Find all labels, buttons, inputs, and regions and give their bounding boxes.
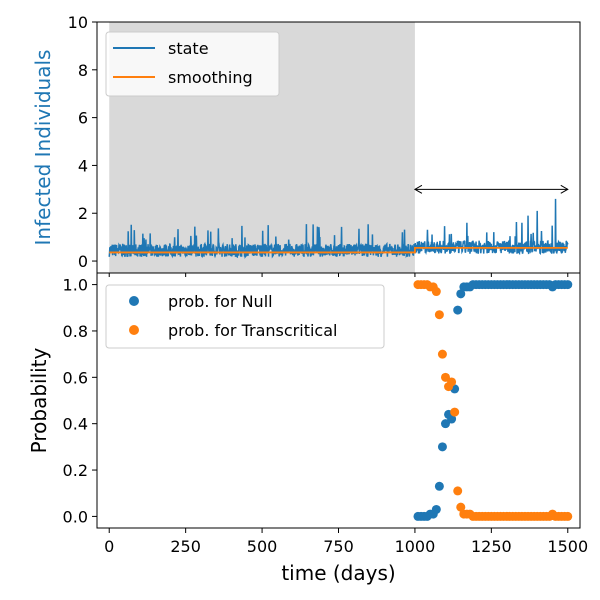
top-y-ticks: 0 2 4 6 8 10 <box>68 13 97 271</box>
legend-box <box>105 284 385 349</box>
point-prob-for-transcritical <box>453 486 463 496</box>
y-tick-label: 6 <box>78 109 88 128</box>
bottom-y-axis-label: Probability <box>27 347 51 453</box>
y-tick-label: 0.4 <box>63 415 88 434</box>
point-prob-for-null <box>437 442 447 452</box>
x-tick-label: 0 <box>104 537 114 556</box>
x-tick-label: 500 <box>247 537 278 556</box>
bottom-x-ticks: 0 250 500 750 1000 1250 1500 <box>104 528 588 556</box>
x-axis-label: time (days) <box>281 561 395 585</box>
state-line <box>108 198 569 259</box>
y-tick-label: 2 <box>78 204 88 223</box>
point-prob-for-transcritical <box>434 310 444 320</box>
point-prob-for-null <box>456 289 466 299</box>
bottom-y-ticks: 0.0 0.2 0.4 0.6 0.8 1.0 <box>63 276 97 526</box>
y-tick-label: 0.2 <box>63 461 88 480</box>
point-prob-for-transcritical <box>431 287 441 297</box>
smoothing-line <box>109 247 568 254</box>
bottom-scatter-points <box>413 280 573 521</box>
point-prob-for-transcritical <box>450 407 460 417</box>
x-tick-label: 250 <box>170 537 201 556</box>
y-tick-label: 0.0 <box>63 507 88 526</box>
point-prob-for-transcritical <box>456 502 466 512</box>
legend-swatch <box>129 325 139 335</box>
y-tick-label: 8 <box>78 61 88 80</box>
y-tick-label: 0.6 <box>63 368 88 387</box>
top-y-axis-label: Infected Individuals <box>31 50 55 246</box>
arrow-head-right <box>560 184 569 194</box>
legend-label-state: state <box>168 39 209 58</box>
x-tick-label: 1250 <box>471 537 512 556</box>
legend-label-smoothing: smoothing <box>168 68 253 87</box>
bottom-axes-frame <box>96 272 581 529</box>
y-tick-label: 4 <box>78 156 88 175</box>
point-prob-for-null <box>447 414 457 424</box>
point-prob-for-transcritical <box>437 349 447 359</box>
point-prob-for-transcritical <box>440 372 450 382</box>
y-tick-label: 0 <box>78 252 88 271</box>
point-prob-for-null <box>563 280 573 290</box>
point-prob-for-null <box>440 419 450 429</box>
point-prob-for-transcritical <box>563 511 573 521</box>
x-tick-label: 1500 <box>547 537 588 556</box>
bottom-panel: 0.0 0.2 0.4 0.6 0.8 1.0 0 250 500 750 1000 1250 150… <box>27 272 588 585</box>
top-panel: 0 2 4 6 8 10 Infected Individuals state smooth… <box>31 13 581 277</box>
point-prob-for-null <box>434 481 444 491</box>
point-prob-for-transcritical <box>447 377 457 387</box>
interval-arrow <box>413 184 569 194</box>
y-tick-label: 10 <box>68 13 88 32</box>
top-x-ticks <box>108 273 569 277</box>
bottom-legend: prob. for Null prob. for Transcritical <box>105 284 385 349</box>
y-tick-label: 1.0 <box>63 276 88 295</box>
top-legend: state smoothing <box>105 31 280 97</box>
x-tick-label: 750 <box>323 537 354 556</box>
x-tick-label: 1000 <box>395 537 436 556</box>
point-prob-for-null <box>431 504 441 514</box>
legend-label: prob. for Null <box>168 292 273 311</box>
legend-swatch <box>129 296 139 306</box>
y-tick-label: 0.8 <box>63 322 88 341</box>
legend-label: prob. for Transcritical <box>168 321 337 340</box>
point-prob-for-null <box>453 305 463 315</box>
arrow-head-left <box>413 184 423 194</box>
